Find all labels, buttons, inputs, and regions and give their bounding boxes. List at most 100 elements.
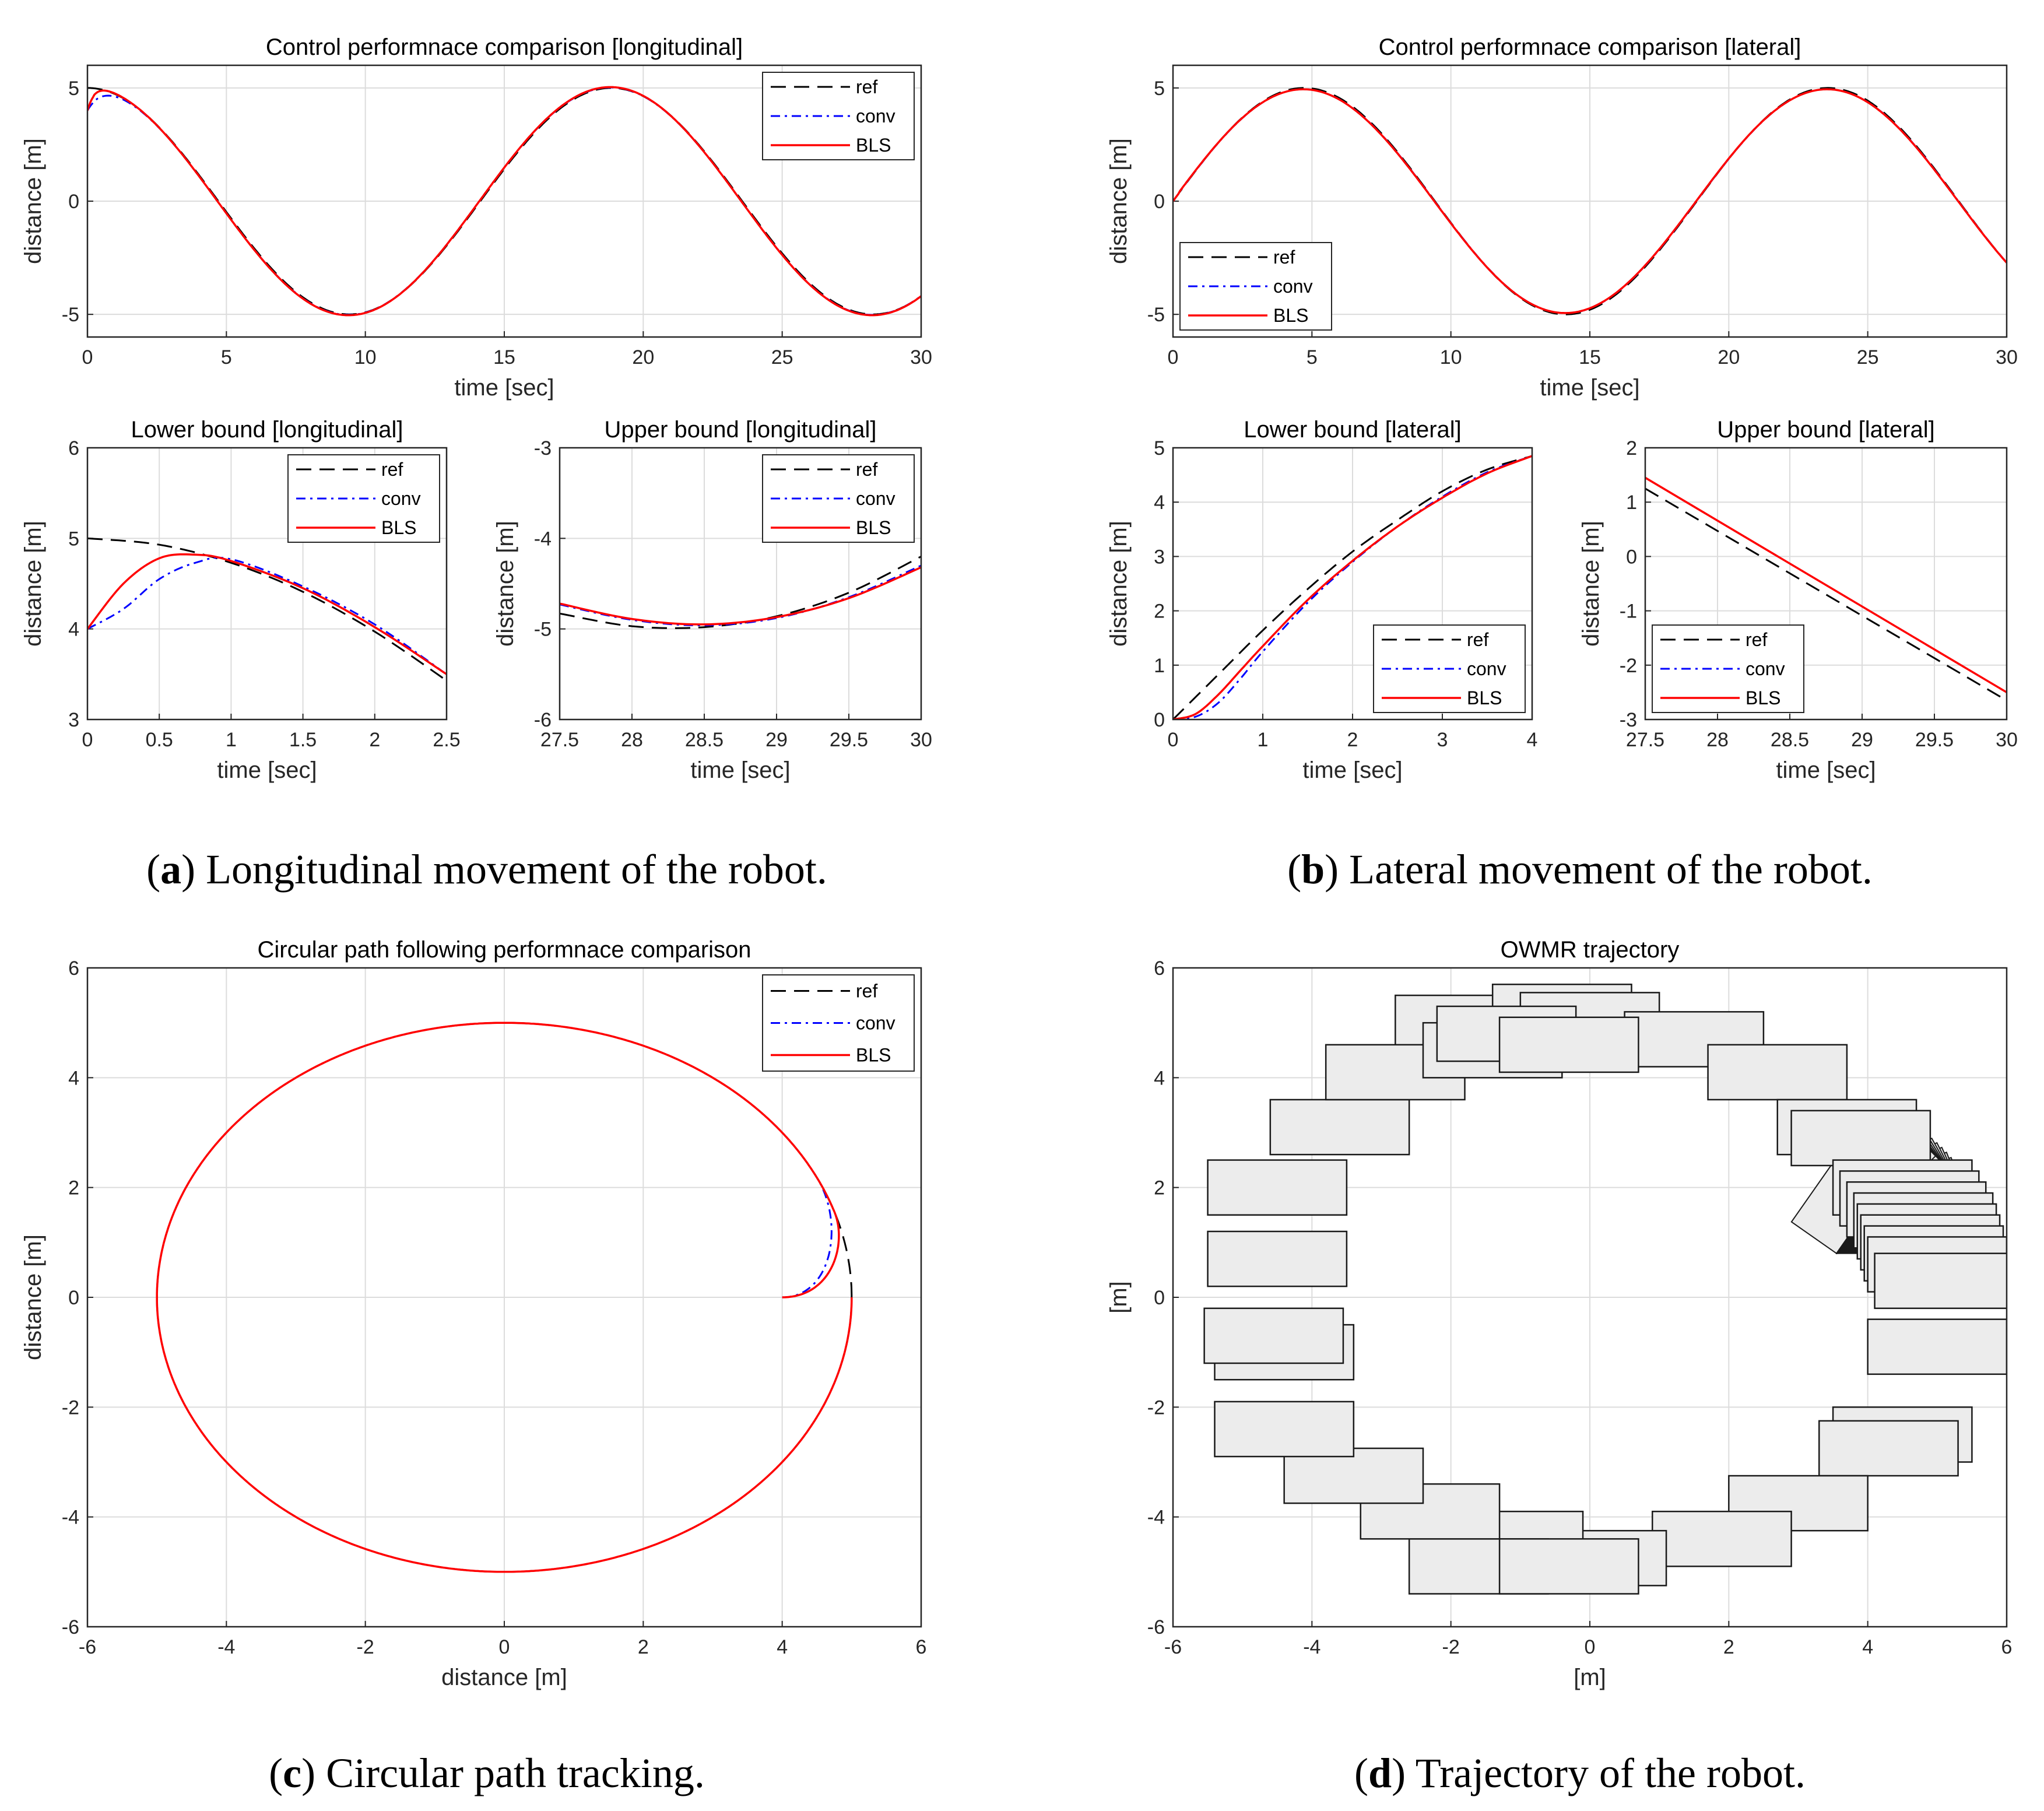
- caption-c: (c) Circular path tracking.: [269, 1750, 705, 1796]
- y-tick-label: 0: [68, 191, 79, 213]
- legend-label-conv: conv: [1273, 276, 1313, 297]
- x-tick-label: 2: [369, 729, 380, 751]
- robot-box: [1818, 1420, 1959, 1477]
- y-tick-label: 6: [1154, 957, 1165, 980]
- x-tick-label: 1.5: [289, 729, 317, 751]
- x-axis-label: distance [m]: [441, 1665, 567, 1690]
- y-tick-label: -1: [1620, 601, 1637, 623]
- x-tick-label: 20: [632, 346, 654, 368]
- x-tick-label: 30: [1996, 346, 2018, 368]
- y-tick-label: -4: [62, 1507, 79, 1529]
- y-tick-label: -6: [62, 1616, 79, 1638]
- series-layer: [560, 556, 921, 629]
- caption-a: (a) Longitudinal movement of the robot.: [146, 846, 827, 893]
- legend-label-bls: BLS: [856, 517, 891, 538]
- series-bls-line: [1173, 88, 2007, 314]
- series-bls-line: [156, 1022, 853, 1573]
- y-tick-label: 4: [68, 619, 79, 641]
- legend-label-conv: conv: [856, 488, 895, 509]
- legend-label-ref: ref: [381, 459, 403, 480]
- legend-label-conv: conv: [1746, 658, 1785, 679]
- chart-d-owmr-trajectory: -6 -4 -2 0 2 4 6 -6 -4 -2 0 2 4 6 OWMR trajectory [m] [m…: [1106, 937, 2013, 1690]
- legend-label-conv: conv: [381, 488, 421, 509]
- x-tick-label: 5: [1307, 346, 1318, 368]
- chart-title: Circular path following performnace comp…: [257, 937, 751, 963]
- y-tick-label: -4: [534, 528, 552, 550]
- series-conv-line: [87, 556, 447, 675]
- y-tick-label: 3: [68, 709, 79, 731]
- x-tick-label: 5: [221, 346, 232, 368]
- series-ref-line: [1173, 87, 2007, 315]
- y-tick-label: 0: [1626, 546, 1637, 568]
- y-tick-label: -2: [1147, 1396, 1165, 1419]
- y-tick-label: -3: [1620, 709, 1637, 731]
- y-axis-label: distance [m]: [1106, 521, 1132, 647]
- x-axis-label: time [sec]: [454, 375, 554, 401]
- x-axis-label: time [sec]: [1776, 757, 1876, 783]
- x-tick-label: 4: [1527, 729, 1538, 751]
- y-axis-label: distance [m]: [20, 138, 46, 264]
- x-tick-label: 28.5: [685, 729, 724, 751]
- axes-frame: [1172, 447, 1533, 721]
- y-axis-label: distance [m]: [493, 521, 518, 647]
- x-tick-label: 0: [82, 346, 93, 368]
- y-tick-label: 1: [1626, 492, 1637, 514]
- series-ref-line: [87, 537, 447, 682]
- series-bls-line: [1173, 455, 1532, 720]
- y-tick-label: 5: [68, 528, 79, 550]
- y-tick-label: 2: [68, 1177, 79, 1199]
- x-tick-label: -6: [79, 1636, 96, 1658]
- x-tick-label: 28.5: [1771, 729, 1809, 751]
- y-tick-label: 4: [68, 1067, 79, 1089]
- caption-b: (b) Lateral movement of the robot.: [1287, 846, 1873, 893]
- chart-title: Upper bound [lateral]: [1717, 417, 1935, 443]
- y-tick-label: 6: [68, 437, 79, 459]
- x-tick-label: 2.5: [433, 729, 460, 751]
- robot-box: [1652, 1511, 1792, 1567]
- y-tick-label: -3: [534, 437, 552, 459]
- y-tick-label: -2: [1620, 655, 1637, 677]
- x-tick-label: 30: [910, 729, 932, 751]
- robot-box: [1498, 1016, 1639, 1073]
- y-tick-label: 6: [68, 957, 79, 980]
- x-tick-label: 2: [638, 1636, 649, 1658]
- y-axis-label: distance [m]: [1106, 138, 1132, 264]
- chart-title: Upper bound [longitudinal]: [604, 417, 876, 443]
- legend-label-bls: BLS: [856, 135, 891, 156]
- axes-frame: [1644, 447, 2008, 721]
- y-tick-label: 4: [1154, 1067, 1165, 1089]
- x-tick-label: 29.5: [1915, 729, 1954, 751]
- series-layer: [87, 86, 921, 317]
- axes-frame: [1172, 64, 2008, 338]
- x-tick-label: 6: [2001, 1636, 2013, 1658]
- series-conv-line: [560, 564, 921, 626]
- x-tick-label: -4: [217, 1636, 235, 1658]
- caption-d: (d) Trajectory of the robot.: [1354, 1750, 1806, 1796]
- y-tick-label: 0: [1154, 1287, 1165, 1309]
- x-tick-label: 15: [1579, 346, 1601, 368]
- x-tick-label: 1: [226, 729, 237, 751]
- x-tick-label: 0: [499, 1636, 510, 1658]
- chart-title: Control performnace comparison [lateral]: [1379, 34, 1801, 60]
- robot-box: [1707, 1044, 1848, 1101]
- y-tick-label: -5: [534, 619, 552, 641]
- y-tick-label: 2: [1154, 601, 1165, 623]
- y-tick-label: 0: [1154, 191, 1165, 213]
- robot-box: [1207, 1159, 1348, 1216]
- caption-c-letter: c: [283, 1750, 301, 1796]
- y-tick-label: 2: [1626, 437, 1637, 459]
- caption-b-letter: b: [1301, 846, 1325, 893]
- x-tick-label: 0: [1585, 1636, 1596, 1658]
- axes-frame: [1172, 967, 2008, 1628]
- y-tick-label: -4: [1147, 1507, 1165, 1529]
- legend-label-bls: BLS: [1273, 305, 1308, 326]
- x-tick-label: -2: [357, 1636, 374, 1658]
- legend-label-bls: BLS: [381, 517, 416, 538]
- caption-d-text: Trajectory of the robot.: [1406, 1750, 1806, 1796]
- x-axis-label: time [sec]: [1302, 757, 1402, 783]
- x-tick-label: -2: [1442, 1636, 1460, 1658]
- legend-label-bls: BLS: [1467, 687, 1502, 708]
- y-tick-label: 1: [1154, 655, 1165, 677]
- x-tick-label: 25: [1857, 346, 1879, 368]
